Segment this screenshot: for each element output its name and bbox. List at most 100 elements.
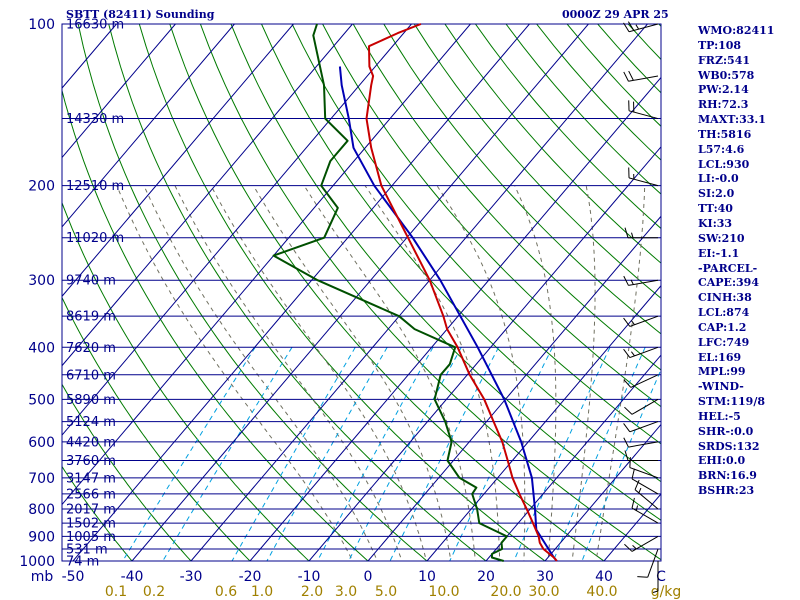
mixing-ratio-line — [266, 347, 388, 561]
dry-adiabat — [62, 296, 251, 561]
dry-adiabat — [383, 24, 661, 335]
index-item: STM:119/8 — [698, 395, 765, 409]
temperature-tick-label: C — [656, 569, 666, 585]
height-label: 6710 m — [66, 368, 116, 383]
wind-barb — [634, 479, 659, 510]
index-item: LI:-0.0 — [698, 172, 739, 186]
pressure-label: 900 — [28, 529, 55, 545]
index-item: TP:108 — [698, 38, 742, 52]
dry-adiabat — [199, 24, 661, 561]
moist-adiabat — [436, 185, 526, 561]
temperature-tick-label: 20 — [477, 569, 495, 585]
index-item: -WIND- — [698, 380, 744, 394]
wind-barb — [628, 100, 659, 120]
pressure-label: 400 — [28, 340, 55, 356]
index-item: -PARCEL- — [698, 261, 758, 275]
mixing-ratio-line — [231, 347, 356, 561]
mixing-ratio-label: 0.2 — [143, 584, 165, 600]
mixing-ratio-line — [348, 347, 462, 561]
wind-barb — [631, 468, 659, 495]
mixing-ratio-line — [449, 347, 553, 561]
sounding-time: 0000Z 29 APR 25 — [562, 8, 669, 21]
height-label: 11020 m — [66, 231, 124, 246]
mixing-ratio-label: 40.0 — [586, 584, 617, 600]
wind-barb — [623, 315, 659, 327]
wind-barb — [623, 437, 659, 448]
isotherm — [62, 24, 471, 506]
station-title: SBTT (82411) Sounding — [66, 8, 215, 21]
dry-adiabat — [230, 24, 661, 521]
dry-adiabat — [62, 201, 310, 561]
index-item: CAPE:394 — [698, 276, 759, 290]
index-item: LCL:874 — [698, 306, 750, 320]
moist-adiabat — [143, 185, 378, 561]
moist-adiabat — [571, 185, 596, 561]
parcel-trace — [338, 66, 558, 562]
index-item: SHR-:0.0 — [698, 424, 754, 438]
mixing-ratio-line — [122, 347, 256, 561]
index-item: WMO:82411 — [698, 24, 775, 37]
wind-barb — [623, 374, 659, 388]
mixing-ratio-line — [316, 347, 434, 561]
height-label: 3760 m — [66, 454, 116, 469]
index-item: WB0:578 — [698, 68, 755, 82]
pressure-label: 300 — [28, 273, 55, 289]
mixing-ratio-line — [513, 347, 611, 561]
height-label: 16630 m — [66, 18, 124, 33]
mixing-ratio-line — [389, 347, 500, 561]
wind-barb — [624, 450, 658, 462]
index-item: CAP:1.2 — [698, 320, 747, 334]
wind-barb — [623, 70, 659, 82]
dewpoint-trace — [272, 23, 508, 562]
index-item: BSHR:23 — [698, 484, 755, 498]
index-item: TT:40 — [698, 202, 733, 216]
wind-barb — [624, 398, 659, 415]
index-item: HEL:-5 — [698, 409, 741, 423]
pressure-label: 700 — [28, 471, 55, 487]
pressure-unit-label: mb — [31, 569, 54, 585]
height-label: 12510 m — [66, 179, 124, 194]
pressure-label: 800 — [28, 502, 55, 518]
moist-adiabat — [252, 185, 452, 561]
isotherm — [131, 24, 589, 561]
temperature-tick-label: -10 — [298, 569, 321, 585]
wind-barb — [652, 561, 659, 593]
index-item: EI:-1.1 — [698, 246, 740, 260]
height-label: 1502 m — [66, 517, 116, 532]
height-label: 3147 m — [66, 471, 116, 486]
dry-adiabat — [352, 24, 661, 371]
height-label: 531 m — [66, 543, 108, 558]
index-item: FRZ:541 — [698, 53, 751, 67]
height-label: 7620 m — [66, 341, 116, 356]
dry-adiabat — [77, 24, 428, 561]
mixing-ratio-label: 0.6 — [215, 584, 237, 600]
index-item: MAXT:33.1 — [698, 113, 766, 127]
isotherm — [62, 24, 235, 228]
wind-barb — [624, 535, 659, 552]
index-item: MPL:99 — [698, 365, 746, 379]
mixing-ratio-label: 30.0 — [528, 584, 559, 600]
dry-adiabat — [62, 465, 133, 561]
isotherm — [190, 24, 648, 561]
index-item: EHI:0.0 — [698, 454, 746, 468]
mixing-ratio-label: 20.0 — [490, 584, 521, 600]
wind-barb — [628, 167, 659, 187]
index-item: EL:169 — [698, 350, 742, 364]
grid-lines — [62, 24, 661, 561]
height-label: 9740 m — [66, 274, 116, 289]
height-label: 2017 m — [66, 502, 116, 517]
wind-barb — [623, 346, 659, 359]
index-item: SRDS:132 — [698, 439, 760, 453]
pressure-label: 600 — [28, 435, 55, 451]
moist-adiabat — [514, 185, 557, 561]
dry-adiabat — [291, 24, 661, 445]
wind-barb — [623, 421, 659, 433]
dry-adiabat — [62, 383, 192, 561]
mixing-ratio-label: 2.0 — [301, 584, 323, 600]
moist-adiabat — [595, 185, 646, 561]
height-label: 4420 m — [66, 435, 116, 450]
temperature-trace — [365, 23, 558, 562]
height-label: 5124 m — [66, 415, 116, 430]
index-item: RH:72.3 — [698, 98, 749, 112]
